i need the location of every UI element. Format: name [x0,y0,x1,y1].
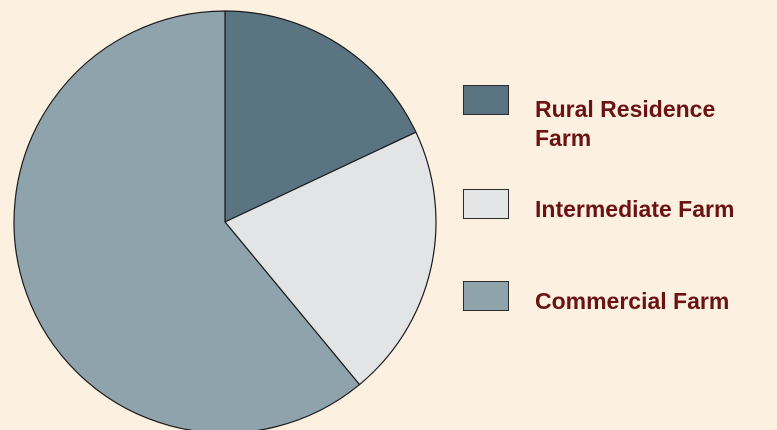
pie-slice-rural-residence-farm [224,10,417,223]
legend-swatch-commercial-farm [463,281,509,311]
legend-swatch-intermediate-farm [463,189,509,219]
legend-swatch-rural-residence-farm [463,85,509,115]
legend-label-rural-residence-farm: Rural Residence Farm [535,96,716,151]
legend: Rural Residence Farm Intermediate Farm C… [463,0,777,430]
legend-label-commercial-farm: Commercial Farm [535,288,730,314]
pie-slice-commercial-farm [13,10,361,430]
legend-label-intermediate-farm: Intermediate Farm [535,196,735,222]
pie-slice-intermediate-farm [224,131,437,386]
